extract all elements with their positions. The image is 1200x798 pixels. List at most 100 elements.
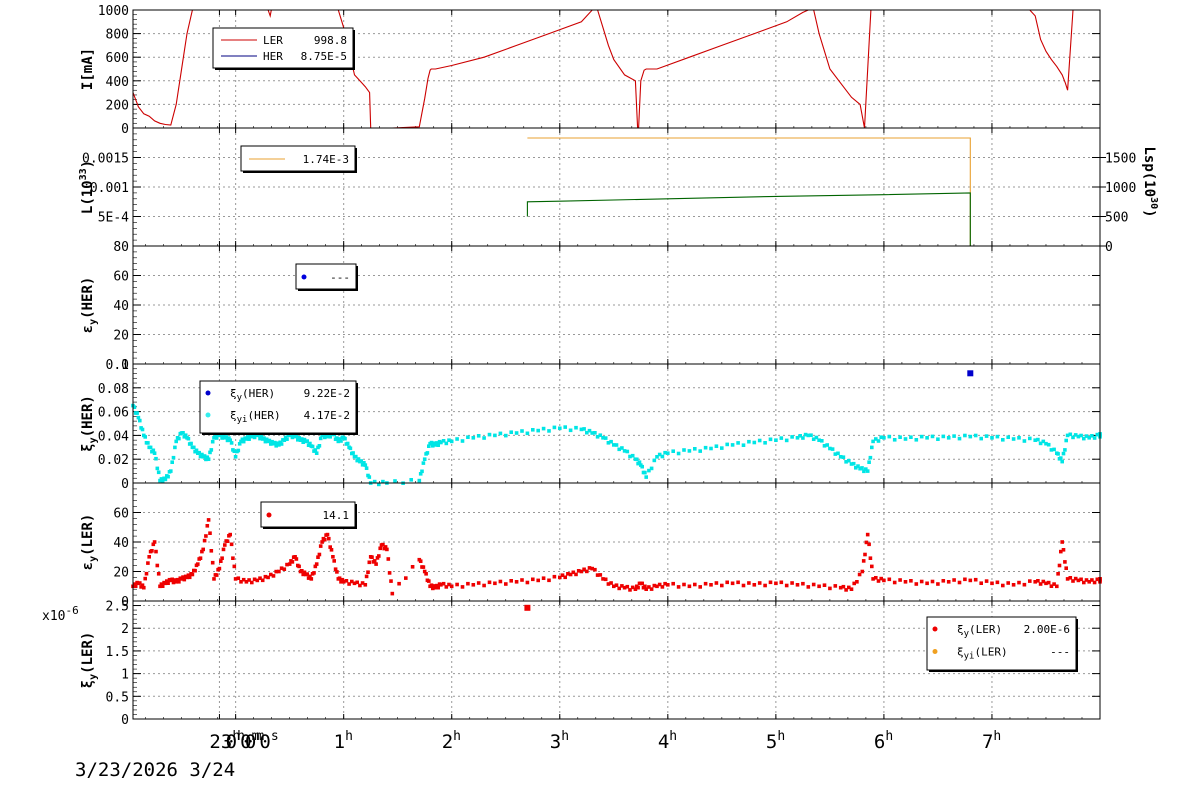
point-fill-emit_ler-0 (300, 569, 304, 573)
point-xi_her-0-47 (422, 457, 427, 461)
point-emit_ler-0-81 (990, 581, 994, 586)
point-xi_her-0-55 (536, 428, 540, 433)
legend-xi_her: ξy(HER) 9.22E-2 ξyi(HER) 4.17E-2 (199, 380, 358, 435)
point-emit_ler-0-21 (255, 578, 260, 583)
point-emit_ler-0-8 (174, 580, 178, 584)
ytick-label-xi_ler-0: 0 (121, 713, 129, 728)
point-fill-xi_her-0 (879, 435, 883, 439)
point-fill-xi_her-0 (301, 440, 305, 444)
point-fill-emit_ler-0 (171, 580, 176, 585)
point-fill-xi_her-0 (736, 441, 740, 445)
point-fill-xi_her-0 (757, 438, 762, 443)
point-fill-xi_her-0 (609, 439, 613, 444)
point-fill-emit_ler-0 (429, 583, 434, 587)
point-emit_ler-0-70 (817, 584, 821, 589)
point-fill-xi_her-0 (1038, 441, 1043, 446)
point-fill-emit_ler-0 (898, 578, 902, 582)
point-fill-xi_her-0 (173, 445, 177, 450)
point-fill-emit_ler-0 (236, 576, 241, 580)
point-fill-xi_her-0 (603, 436, 608, 440)
point-fill-xi_her-0 (455, 437, 459, 441)
point-fill-xi_her-0 (460, 439, 465, 443)
point-fill-emit_ler-0 (252, 577, 257, 582)
point-fill-xi_her-0 (264, 437, 269, 442)
ytick-label-emit_her-1: 20 (113, 329, 129, 344)
ytick-label-luminosity-2: 0.0015 (82, 152, 129, 167)
point-fill-emit_ler-0 (801, 581, 805, 586)
legend-box-emit_ler (260, 501, 356, 528)
point-emit_ler-0-79 (946, 580, 951, 584)
point-fill-emit_ler-0 (1017, 580, 1021, 585)
point-fill-emit_ler-0 (383, 545, 388, 549)
ytick-label-emit_her-4: 80 (113, 240, 129, 255)
point-fill-emit_ler-0 (370, 555, 374, 559)
point-emit_ler-0-34 (341, 580, 346, 584)
point-fill-xi_her-0 (1036, 437, 1040, 442)
point-fill-emit_ler-0 (936, 582, 940, 586)
point-fill-xi_her-0 (820, 439, 824, 443)
point-fill-emit_ler-0 (852, 581, 856, 586)
point-fill-emit_ler-0 (421, 565, 426, 569)
point-emit_ler-0-50 (514, 580, 519, 584)
ytick-label-emit_her-3: 60 (113, 270, 129, 285)
point-emit_ler-0-55 (590, 566, 594, 571)
point-xi_her-0-21 (244, 437, 249, 441)
ytick-label-emit_ler-2: 40 (113, 536, 129, 551)
point-fill-xi_her-0 (170, 460, 174, 464)
point-fill-xi_her-0 (509, 430, 513, 434)
point-fill-emit_ler-0 (649, 587, 654, 591)
point-emit_ler-0-28 (309, 577, 314, 581)
point-fill-emit_ler-0 (339, 580, 343, 584)
y-axis-title-emit_her: εy​(HER) (80, 277, 99, 334)
point-fill-emit_ler-0 (487, 580, 492, 585)
point-fill-xi_her-0 (221, 434, 226, 438)
point-xi_her-0-82 (903, 437, 908, 441)
point-emit_ler-0-15 (212, 577, 216, 581)
point-fill-emit_ler-0 (209, 549, 214, 553)
point-fill-xi_her-0 (343, 436, 347, 441)
point-fill-xi_her-0 (1092, 436, 1097, 440)
point-xi_her-0-73 (806, 433, 811, 438)
point-emit_ler-0-75 (871, 577, 875, 581)
point-emit_ler-0-25 (293, 555, 297, 559)
y-axis-title-xi_her: ξy​(HER) (80, 395, 99, 452)
point-fill-xi_her-0 (237, 442, 242, 446)
point-xi_her-0-4 (152, 451, 157, 455)
point-fill-xi_her-0 (541, 426, 546, 431)
point-fill-xi_her-0 (814, 435, 819, 440)
point-fill-emit_ler-0 (547, 578, 551, 583)
point-fill-xi_her-0 (1052, 447, 1056, 452)
point-fill-emit_ler-0 (337, 576, 342, 580)
point-fill-emit_ler-0 (520, 578, 524, 582)
point-fill-emit_ler-0 (763, 583, 767, 588)
ytick-label-xi_ler-2: 1 (121, 668, 129, 683)
series-line-luminosity-1 (526, 192, 971, 246)
point-fill-emit_ler-0 (609, 581, 613, 585)
point-xi_her-0-91 (1060, 459, 1064, 464)
point-fill-emit_ler-0 (460, 585, 465, 589)
point-fill-xi_her-0 (847, 458, 851, 463)
y2tick-label-luminosity-3: 1500 (1105, 152, 1136, 167)
legend-name-xi_ler-1: ξyi(LER) (957, 646, 1008, 662)
point-fill-emit_ler-0 (177, 580, 181, 584)
point-fill-xi_her-0 (214, 436, 219, 440)
point-fill-emit_ler-0 (387, 571, 392, 575)
point-fill-xi_her-0 (1084, 434, 1089, 438)
point-fill-xi_her-0 (963, 433, 967, 438)
legend-marker-xi_ler-1 (932, 649, 938, 654)
point-fill-xi_her-0 (246, 435, 250, 439)
point-fill-emit_ler-0 (160, 584, 165, 588)
point-fill-emit_ler-0 (156, 572, 161, 576)
point-fill-xi_her-0 (625, 449, 630, 454)
point-fill-emit_ler-0 (571, 570, 576, 575)
point-fill-emit_ler-0 (205, 524, 210, 528)
point-emit_ler-0-53 (568, 572, 573, 577)
point-fill-emit_ler-0 (318, 544, 323, 548)
point-fill-emit_ler-0 (219, 559, 223, 563)
point-fill-emit_ler-0 (844, 588, 848, 592)
point-fill-emit_ler-0 (335, 570, 339, 574)
point-fill-emit_ler-0 (202, 538, 207, 543)
legend-emit_her: --- (295, 263, 358, 291)
point-fill-emit_ler-0 (144, 571, 149, 576)
